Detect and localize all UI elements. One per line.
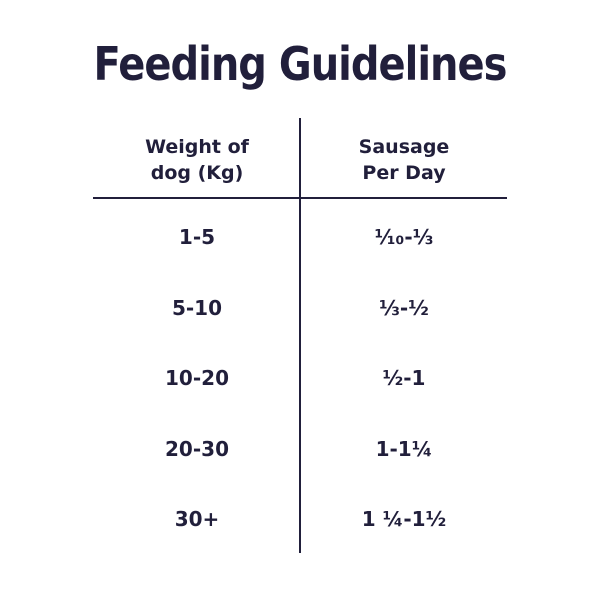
table-cell: 20-30 xyxy=(165,436,229,461)
header-cell: Sausage Per Day xyxy=(304,134,504,186)
table-cell: ⅒-⅓ xyxy=(374,225,434,249)
table-cell: 1-5 xyxy=(178,225,216,249)
table-cell: 1-1¼ xyxy=(375,436,433,461)
table-cell: ⅓-½ xyxy=(379,295,429,320)
header-line: dog (Kg) xyxy=(150,162,244,184)
table-cell: 30+ xyxy=(174,507,220,531)
header-divider xyxy=(93,197,507,199)
header-line: Weight of xyxy=(145,136,249,158)
table-cell: 10-20 xyxy=(165,366,229,390)
table-cell: 5-10 xyxy=(171,295,223,320)
title: Feeding Guidelines xyxy=(93,38,508,92)
column-divider xyxy=(299,118,301,553)
header-cell: Weight of dog (Kg) xyxy=(97,134,297,186)
header-line: Sausage xyxy=(358,136,450,158)
table-cell: 1 ¼-1½ xyxy=(361,507,447,531)
header-line: Per Day xyxy=(362,162,446,184)
table-cell: ½-1 xyxy=(382,366,426,390)
